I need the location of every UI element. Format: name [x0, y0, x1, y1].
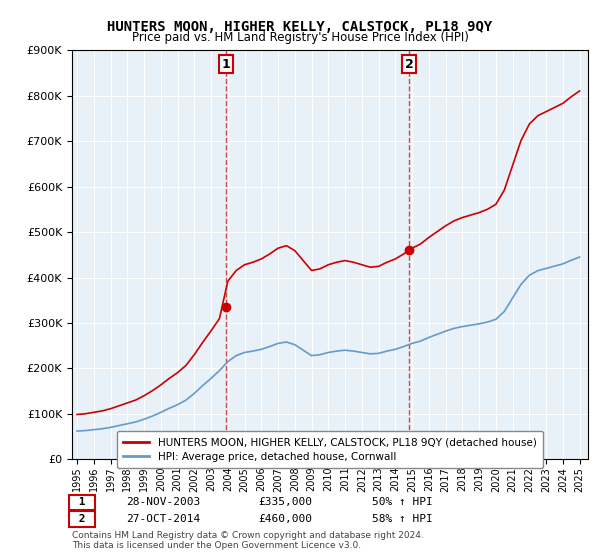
Text: HUNTERS MOON, HIGHER KELLY, CALSTOCK, PL18 9QY: HUNTERS MOON, HIGHER KELLY, CALSTOCK, PL…	[107, 20, 493, 34]
Text: 2: 2	[72, 514, 92, 524]
Text: £335,000: £335,000	[258, 497, 312, 507]
Text: £460,000: £460,000	[258, 514, 312, 524]
Text: 28-NOV-2003: 28-NOV-2003	[126, 497, 200, 507]
Text: 50% ↑ HPI: 50% ↑ HPI	[372, 497, 433, 507]
Text: Contains HM Land Registry data © Crown copyright and database right 2024.
This d: Contains HM Land Registry data © Crown c…	[72, 530, 424, 550]
Text: 27-OCT-2014: 27-OCT-2014	[126, 514, 200, 524]
Text: 1: 1	[72, 497, 92, 507]
Legend: HUNTERS MOON, HIGHER KELLY, CALSTOCK, PL18 9QY (detached house), HPI: Average pr: HUNTERS MOON, HIGHER KELLY, CALSTOCK, PL…	[117, 431, 543, 468]
Text: 1: 1	[222, 58, 230, 71]
Text: 2: 2	[405, 58, 413, 71]
Text: Price paid vs. HM Land Registry's House Price Index (HPI): Price paid vs. HM Land Registry's House …	[131, 31, 469, 44]
Text: 58% ↑ HPI: 58% ↑ HPI	[372, 514, 433, 524]
